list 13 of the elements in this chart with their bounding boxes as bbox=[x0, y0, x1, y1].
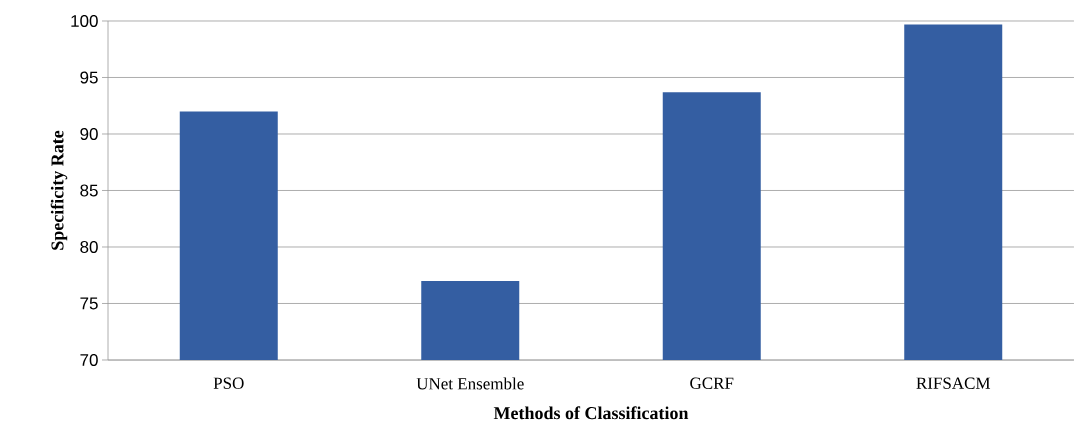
x-tick-label: UNet Ensemble bbox=[416, 377, 524, 390]
x-tick-label: GCRF bbox=[690, 377, 734, 389]
y-tick-label: 75 bbox=[80, 297, 98, 310]
y-tick-label: 100 bbox=[71, 14, 98, 28]
y-tick-label: 70 bbox=[80, 353, 98, 367]
y-axis-title: Specificity Rate bbox=[50, 130, 68, 250]
x-tick-label: PSO bbox=[213, 377, 244, 389]
y-tick-label: 90 bbox=[80, 127, 98, 141]
x-axis-title: Methods of Classification bbox=[493, 406, 689, 420]
x-tick-label: RIFSACM bbox=[916, 377, 991, 389]
y-tick-label: 95 bbox=[80, 71, 98, 84]
y-tick-label: 80 bbox=[80, 240, 98, 254]
y-tick-label: 85 bbox=[80, 184, 98, 197]
